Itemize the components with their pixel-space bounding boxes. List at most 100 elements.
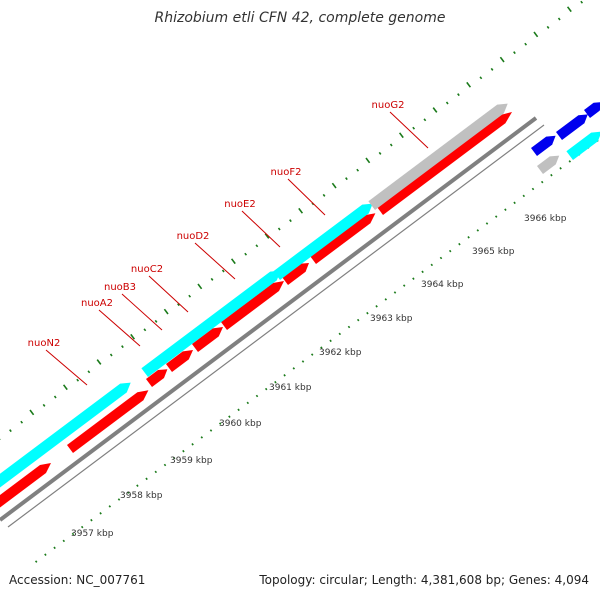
inner-tick [191,443,194,446]
outer-tick [177,303,180,307]
inner-tick [172,456,176,460]
outer-tick [210,277,214,281]
inner-tick [310,353,314,356]
outer-tick [197,283,203,290]
gene-arrow [146,369,168,387]
inner-tick [485,222,489,225]
outer-tick [154,319,158,323]
outer-tick [432,107,438,113]
gene-leader-line [98,309,141,347]
outer-tick [244,252,248,256]
inner-tick [154,470,158,474]
outer-tick [365,157,371,164]
gene-features [0,102,600,508]
inner-tick [458,242,461,246]
inner-tick [439,256,443,260]
inner-tick [209,429,213,432]
outer-tick [221,269,225,273]
outer-tick [466,81,472,88]
gene-arrow [537,155,560,174]
inner-tick [80,525,84,529]
outer-tick [412,126,416,130]
inner-tick [393,291,397,294]
inner-tick [182,449,185,453]
outer-tick [163,308,169,315]
inner-tick [99,512,102,515]
inner-tick [163,463,167,467]
outer-tick [479,76,483,80]
gene-label: nuoB3 [104,282,136,293]
inner-tick [255,394,259,398]
scale-label: 3960 kbp [219,419,262,429]
inner-tick [71,532,75,536]
accession-text: Accession: NC_007761 [9,573,146,587]
gene-label: nuoC2 [131,264,163,275]
gene-arrow [221,281,284,330]
outer-tick [121,345,124,349]
inner-tick [237,408,240,412]
gene-leader-line [287,178,326,216]
gene-label: nuoA2 [81,298,113,309]
outer-tick [130,333,136,340]
inner-tick [108,505,112,508]
outer-tick [389,143,393,147]
outer-tick [398,132,404,139]
outer-tick [331,182,337,189]
inner-tick [53,546,56,550]
gene-arrow [556,114,588,140]
genome-map: nuoN2 nuoA2 nuoB3 nuoC2 nuoD2 nuoE2 nuoF2 nuoG2… [0,0,600,563]
inner-tick [467,236,470,239]
gene-leader-line [194,242,236,280]
inner-tick [292,367,296,370]
inner-tick [550,173,553,177]
gene-arrow [141,270,281,377]
gene-leader-line [121,293,163,331]
inner-tick [375,305,378,308]
gene-arrow [566,131,600,160]
outer-tick [513,51,516,55]
inner-tick [34,560,38,563]
outer-tick [96,359,102,365]
outer-tick [566,6,572,13]
gene-leader-line [389,111,429,149]
scale-label: 3958 kbp [120,491,163,501]
inner-tick [320,346,323,349]
inner-tick [522,194,526,198]
inner-tick [274,380,277,384]
map-title: Rhizobium etli CFN 42, complete genome [154,10,446,26]
inner-tick [540,180,544,184]
outer-tick [298,207,304,214]
outer-tick [322,193,326,197]
gene-label: nuoE2 [224,199,255,210]
inner-tick [200,436,204,439]
scale-label: 3965 kbp [472,247,515,257]
scale-label: 3966 kbp [524,214,567,224]
outer-tick [580,0,584,4]
scale-label: 3959 kbp [170,456,213,466]
inner-tick [283,374,286,377]
inner-tick [347,325,351,329]
inner-tick [90,518,93,522]
outer-tick [62,384,68,391]
inner-tick [117,498,121,501]
outer-tick [490,67,494,71]
outer-tick [255,244,259,248]
scale-label: 3963 kbp [370,314,413,324]
inner-tick [246,401,250,405]
backbone-line [7,124,545,528]
outer-tick [499,56,505,63]
inner-tick [559,167,562,170]
inner-tick [145,477,148,481]
inner-tick-ring [34,139,599,563]
inner-tick [44,553,47,556]
gene-arrow [282,263,309,285]
gene-leader-line [45,349,88,386]
gene-label: nuoD2 [177,231,210,242]
inner-tick [126,491,130,494]
inner-tick [412,277,415,280]
outer-tick [9,429,12,433]
outer-tick [557,17,561,21]
inner-tick [301,360,305,363]
inner-tick [338,332,342,336]
